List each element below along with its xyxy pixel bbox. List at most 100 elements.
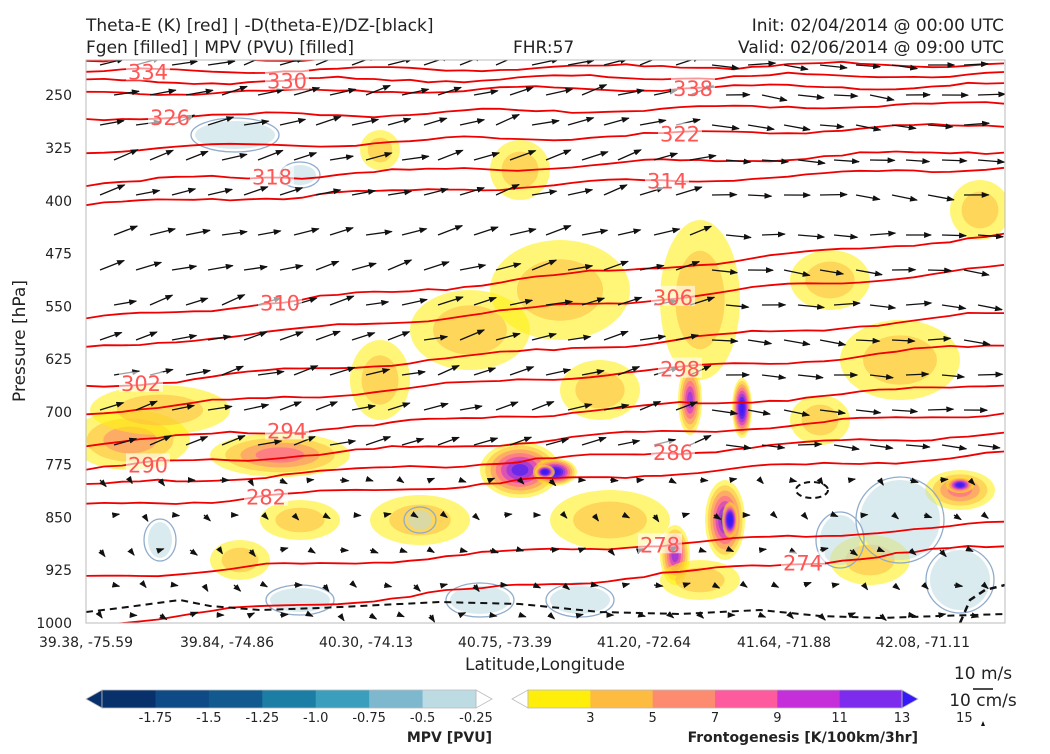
colorbar-tick: 3 — [586, 711, 594, 726]
wind-vector — [594, 585, 598, 586]
colorbar-extend — [86, 690, 102, 708]
wind-vector — [798, 444, 822, 445]
wind-vector — [354, 515, 361, 516]
wind-vector — [942, 235, 966, 236]
vertical-wind-reference-label: 10 cm/s — [949, 691, 1017, 711]
valid-time: Valid: 02/06/2014 @ 09:00 UTC — [738, 38, 1004, 58]
x-tick-label: 39.38, -75.59 — [39, 635, 133, 651]
theta-e-label: 326 — [150, 106, 190, 130]
wind-vector — [444, 584, 447, 585]
colorbar-segment — [262, 690, 316, 708]
fgen-fill — [863, 335, 937, 384]
colorbar-segment — [777, 690, 840, 708]
title-line1: Theta-E (K) [red] | -D(theta-E)/DZ-[blac… — [85, 16, 434, 36]
y-tick-label: 775 — [45, 458, 72, 474]
wind-vector — [174, 515, 179, 516]
theta-e-label: 302 — [121, 372, 161, 396]
theta-e-label: 310 — [260, 291, 300, 315]
mpv-fill — [408, 510, 432, 530]
colorbar-tick: 11 — [831, 711, 848, 726]
colorbar-segment — [840, 690, 903, 708]
fgen-fill — [740, 403, 743, 413]
fgen-fill — [729, 518, 731, 523]
colorbar-tick: -1.0 — [303, 711, 328, 726]
theta-e-label: 314 — [647, 170, 687, 194]
mpv-fill — [860, 480, 940, 560]
theta-e-label: 278 — [640, 533, 680, 557]
x-tick-label: 39.84, -74.86 — [180, 635, 274, 651]
y-tick-label: 325 — [45, 141, 72, 157]
colorbar-tick: -1.25 — [245, 711, 279, 726]
colorbar-tick: 9 — [773, 711, 781, 726]
x-tick-label: 41.64, -71.88 — [737, 635, 831, 651]
colorbar-segment — [653, 690, 716, 708]
wind-vector — [940, 479, 948, 480]
colorbar-segment — [316, 690, 370, 708]
wind-vector — [820, 195, 847, 196]
wind-vector — [610, 480, 618, 481]
colorbar-tick: 7 — [711, 711, 719, 726]
theta-e-label: 334 — [128, 60, 168, 84]
colorbar-segment — [102, 690, 156, 708]
colorbar-tick: 15 — [956, 711, 973, 726]
wind-vector — [978, 94, 1005, 95]
x-tick-label: 41.20, -72.64 — [597, 635, 691, 651]
wind-vector — [340, 480, 349, 481]
wind-vector — [910, 615, 915, 616]
fgen-fill — [275, 508, 324, 533]
wind-vector — [504, 514, 512, 515]
colorbar-tick: 5 — [649, 711, 657, 726]
wind-vector — [550, 549, 559, 550]
theta-e-label: 338 — [673, 77, 713, 101]
mpv-colorbar: -1.75-1.5-1.25-1.0-0.75-0.5-0.25 — [86, 690, 493, 726]
wind-vector — [978, 374, 1003, 375]
colorbar-segment — [423, 690, 477, 708]
colorbar-segment — [209, 690, 263, 708]
colorbar-extend — [476, 690, 492, 708]
fgen-fill — [362, 355, 399, 404]
wind-vector — [942, 160, 967, 161]
theta-e-label: 290 — [128, 453, 168, 477]
fgen-colorbar-label: Frontogenesis [K/100km/3hr] — [688, 730, 918, 746]
wind-vector — [580, 614, 583, 615]
wind-vector — [850, 479, 855, 480]
fgen-fill — [573, 502, 647, 539]
wind-vector — [174, 585, 178, 586]
x-tick-label: 40.75, -73.39 — [458, 635, 552, 651]
fgen-fill — [544, 471, 547, 473]
wind-vector — [340, 550, 348, 551]
colorbar-segment — [155, 690, 209, 708]
y-tick-label: 700 — [45, 405, 72, 421]
fgen-fill — [512, 464, 529, 476]
colorbar-tick: -0.5 — [410, 711, 435, 726]
colorbar-segment — [715, 690, 778, 708]
y-tick-label: 250 — [45, 88, 72, 104]
mpv-fill — [148, 522, 172, 558]
vertical-reference-arrow — [981, 721, 985, 726]
fgen-fill — [958, 484, 963, 487]
x-tick-label: 40.30, -74.13 — [319, 635, 413, 651]
colorbar-segment — [369, 690, 423, 708]
wind-vector — [762, 234, 785, 235]
theta-e-label: 330 — [267, 70, 307, 94]
title-line2: Fgen [filled] | MPV (PVU) [filled] — [86, 38, 354, 58]
theta-e-label: 322 — [660, 123, 700, 147]
fgen-fill — [962, 192, 999, 229]
colorbar-segment — [590, 690, 653, 708]
theta-e-label: 318 — [252, 165, 292, 189]
y-tick-label: 850 — [45, 510, 72, 526]
wind-vector — [928, 409, 953, 410]
wind-vector — [280, 614, 288, 615]
x-axis-ticks: 39.38, -75.59 39.84, -74.86 40.30, -74.13 4… — [39, 635, 970, 651]
x-axis-label: Latitude,Longitude — [465, 655, 625, 675]
wind-vector — [370, 480, 373, 481]
mpv-colorbar-label: MPV [PVU] — [407, 730, 492, 746]
wind-vector — [928, 270, 951, 271]
init-time: Init: 02/04/2014 @ 00:00 UTC — [752, 16, 1004, 36]
theta-e-label: 286 — [653, 441, 693, 465]
y-tick-label: 475 — [45, 247, 72, 263]
